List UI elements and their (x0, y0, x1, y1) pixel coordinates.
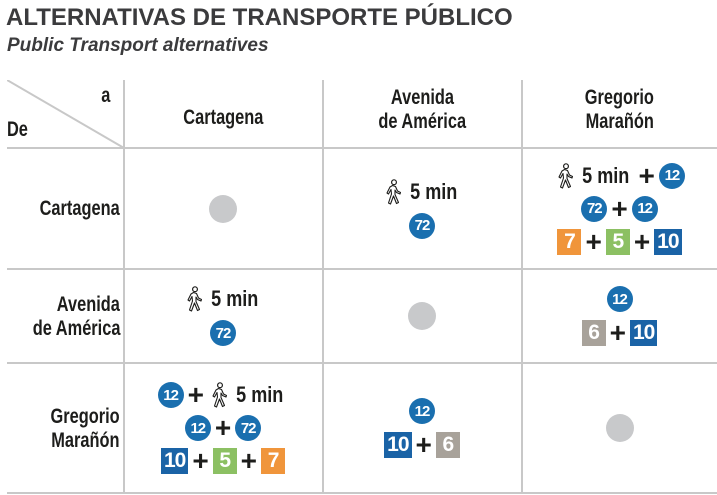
cell-avenida-de-america-to-cartagena: 5 min 72 (124, 270, 322, 362)
walk-duration: 5 min (210, 286, 259, 311)
walking-icon (208, 382, 230, 408)
page-title: ALTERNATIVAS DE TRANSPORTE PÚBLICO (6, 4, 513, 31)
grid-line (521, 80, 523, 494)
bus-line-badge: 72 (235, 415, 262, 441)
plus-sign: + (633, 225, 651, 257)
plus-sign: + (585, 225, 602, 257)
cell-cartagena-to-gregorio-maranon: 5 min + 12 72 + 12 7 + 5 + 10 (522, 149, 717, 268)
metro-line-6-badge: 6 (435, 432, 460, 458)
plus-sign: + (638, 159, 655, 191)
corner-to-label: a (101, 84, 111, 107)
metro-line-7-badge: 7 (557, 228, 582, 255)
grid-line (7, 362, 717, 364)
corner-diagonal (7, 80, 125, 149)
metro-line-10-badge: 10 (654, 228, 682, 255)
metro-line-10-badge: 10 (160, 448, 189, 474)
bus-line-badge: 12 (606, 286, 633, 312)
grid-line (322, 80, 324, 494)
walk-duration: 5 min (236, 382, 284, 407)
plus-sign: + (187, 379, 204, 410)
row-header-gregorio-maranon: Gregorio Marañón (50, 405, 120, 452)
grid-line (7, 268, 717, 270)
page-subtitle: Public Transport alternatives (7, 35, 269, 56)
walking-icon (382, 179, 404, 205)
bus-line-badge: 12 (658, 162, 685, 189)
bus-line-badge: 72 (581, 195, 608, 222)
column-header-gregorio-maranon: Gregorio Marañón (584, 86, 655, 133)
bus-line-badge: 72 (409, 212, 435, 239)
plus-sign: + (609, 317, 626, 348)
metro-line-10-badge: 10 (384, 432, 412, 458)
column-header-cartagena: Cartagena (182, 106, 264, 129)
metro-line-5-badge: 5 (605, 228, 630, 255)
cell-cartagena-to-avenida-de-america: 5 min 72 (323, 149, 521, 268)
grid-line (7, 147, 717, 149)
bus-line-badge: 72 (210, 320, 236, 346)
grid-line (7, 492, 717, 494)
plus-sign: + (611, 192, 628, 224)
same-station-dot (209, 194, 237, 223)
metro-line-6-badge: 6 (581, 320, 606, 346)
bus-line-badge: 12 (184, 415, 211, 441)
same-station-dot (605, 414, 634, 442)
grid-line (123, 80, 125, 494)
walking-icon (183, 286, 205, 312)
cell-cartagena-to-cartagena (124, 149, 322, 268)
metro-line-5-badge: 5 (212, 448, 237, 474)
plus-sign: + (214, 412, 232, 443)
metro-line-7-badge: 7 (261, 448, 286, 474)
cell-avenida-de-america-to-avenida-de-america (323, 270, 521, 362)
plus-sign: + (192, 445, 209, 476)
cell-avenida-de-america-to-gregorio-maranon: 12 6 + 10 (522, 270, 717, 362)
plus-sign: + (415, 429, 432, 460)
corner-from-label: De (6, 118, 28, 141)
walk-duration: 5 min (409, 178, 458, 204)
cell-gregorio-maranon-to-cartagena: 12 + 5 min 12 + 72 10 + 5 + 7 (124, 364, 322, 492)
metro-line-10-badge: 10 (630, 320, 658, 346)
plus-sign: + (240, 445, 258, 476)
same-station-dot (408, 302, 436, 330)
row-header-avenida-de-america: Avenida de América (32, 293, 120, 340)
bus-line-badge: 12 (157, 382, 184, 408)
bus-line-badge: 12 (409, 398, 435, 424)
cell-gregorio-maranon-to-avenida-de-america: 12 10 + 6 (323, 364, 521, 492)
cell-gregorio-maranon-to-gregorio-maranon (522, 364, 717, 492)
row-header-cartagena: Cartagena (39, 197, 120, 220)
walk-duration: 5 min (582, 162, 630, 188)
bus-line-badge: 12 (631, 195, 658, 222)
column-header-avenida-de-america: Avenida de América (378, 86, 466, 133)
walking-icon (554, 163, 576, 189)
